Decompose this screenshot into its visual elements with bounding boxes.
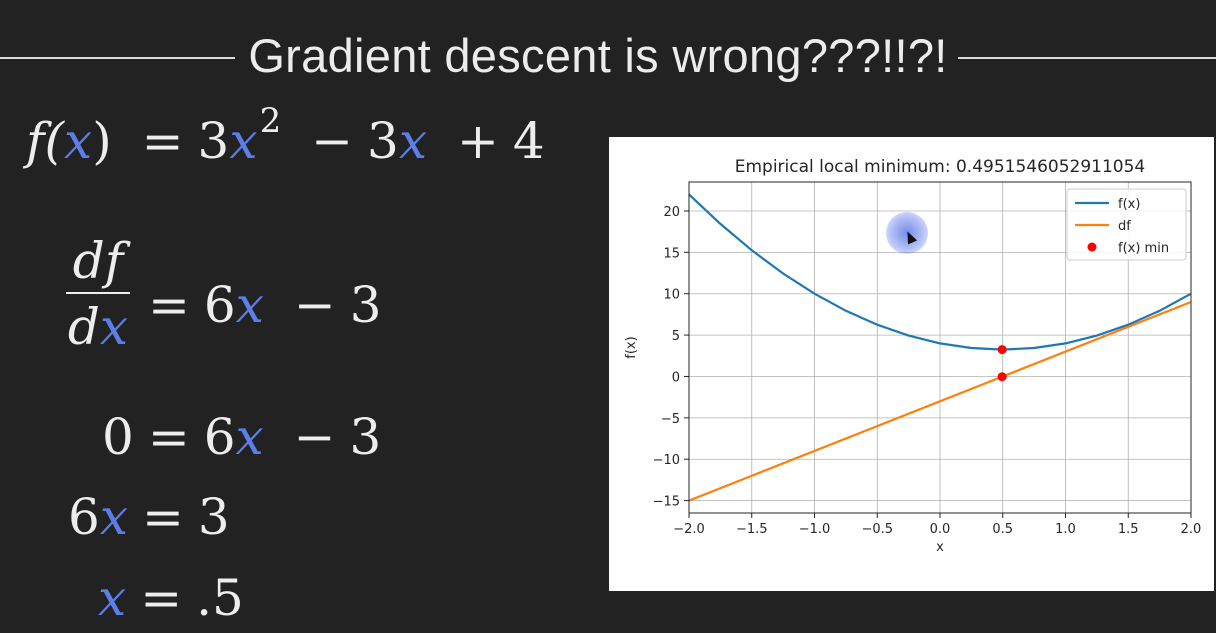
fraction-bar xyxy=(66,292,130,294)
y-tick-label: 20 xyxy=(663,205,680,220)
y-tick-label: −5 xyxy=(661,412,680,427)
x-tick-label: 1.0 xyxy=(1055,522,1076,537)
eq2-equals: = xyxy=(148,276,190,334)
eq1-var2: x xyxy=(229,112,258,170)
legend-swatch xyxy=(1087,242,1097,252)
series-line-0 xyxy=(688,193,1192,351)
chart-svg: Empirical local minimum: 0.4951546052911… xyxy=(624,157,1202,555)
x-tick-label: −1.0 xyxy=(799,522,831,537)
eq1-const: 4 xyxy=(512,112,545,170)
eq1-equals: = xyxy=(141,112,184,170)
fraction-numerator: df xyxy=(72,232,124,290)
derivative-fraction: df dx xyxy=(66,236,130,352)
y-tick-label: 0 xyxy=(672,370,680,385)
eq4-rhs: 3 xyxy=(197,488,230,546)
eq3-coef: 6 xyxy=(203,408,236,466)
eq5-rhs: .5 xyxy=(196,569,244,627)
eq1-minus: − xyxy=(311,112,354,170)
equation-function: f(x) = 3x2 −3x +4 xyxy=(26,104,545,166)
tick-layer: −2.0 −1.5 −1.0 −0.5 0.0 0.5 1.0 1.5 2.0 20 15 10 5 0 −… xyxy=(653,205,1202,537)
equation-set-zero: 0 = 6x −3 xyxy=(102,412,381,462)
series-layer xyxy=(688,193,1192,502)
eq1-var3: x xyxy=(398,112,428,170)
title-rule-right xyxy=(958,57,1216,59)
y-tick-label: 5 xyxy=(672,329,680,344)
legend-label: f(x) min xyxy=(1118,241,1169,256)
eq1-plus: + xyxy=(456,112,499,170)
title-rule-left xyxy=(0,57,235,59)
equation-derivative: = 6x −3 xyxy=(134,280,382,330)
eq1-close: ) xyxy=(92,112,112,170)
equation-solution: x = .5 xyxy=(98,573,244,623)
eq3-const: 3 xyxy=(349,408,382,466)
eq3-equals: = xyxy=(147,408,190,466)
x-tick-label: 0.5 xyxy=(992,522,1013,537)
equation-6x: 6x = 3 xyxy=(68,492,230,542)
eq1-f: f( xyxy=(26,112,65,170)
eq3-var: x xyxy=(235,408,264,466)
eq2-var: x xyxy=(235,276,264,334)
legend-label: f(x) xyxy=(1118,197,1140,212)
chart-title: Empirical local minimum: 0.4951546052911… xyxy=(735,157,1146,177)
min-point xyxy=(997,372,1007,382)
x-tick-label: −1.5 xyxy=(736,522,768,537)
y-axis-label: f(x) xyxy=(624,336,639,358)
series-line-1 xyxy=(688,300,1192,502)
eq1-coef2: 3 xyxy=(367,112,399,170)
cursor-highlight xyxy=(886,212,928,254)
eq4-coef: 6 xyxy=(68,488,100,546)
eq5-equals: = xyxy=(140,569,183,627)
y-tick-label: 15 xyxy=(663,246,680,261)
chart-panel: Empirical local minimum: 0.4951546052911… xyxy=(609,137,1214,591)
chart-legend: f(x) df f(x) min xyxy=(1066,188,1187,261)
eq1-var: x xyxy=(64,112,93,170)
min-point xyxy=(997,345,1007,355)
x-tick-label: 0.0 xyxy=(930,522,951,537)
x-axis-label: x xyxy=(936,540,944,555)
x-tick-label: −0.5 xyxy=(861,522,893,537)
slide-title: Gradient descent is wrong???!!?! xyxy=(248,29,948,82)
eq4-equals: = xyxy=(142,488,184,546)
eq2-const: 3 xyxy=(349,276,382,334)
eq1-exponent: 2 xyxy=(259,101,282,141)
y-tick-label: −15 xyxy=(653,495,680,510)
eq2-coef: 6 xyxy=(203,276,236,334)
eq3-minus: − xyxy=(293,408,336,466)
x-tick-label: 2.0 xyxy=(1181,522,1202,537)
y-tick-label: 10 xyxy=(663,288,680,303)
eq4-var: x xyxy=(99,488,129,546)
eq3-lhs: 0 xyxy=(102,408,134,466)
fraction-denominator: dx xyxy=(67,298,129,356)
legend-box xyxy=(1066,188,1187,261)
x-tick-label: 1.5 xyxy=(1118,522,1139,537)
y-tick-label: −10 xyxy=(653,453,680,468)
eq2-minus: − xyxy=(293,276,336,334)
legend-label: df xyxy=(1118,219,1131,234)
x-tick-label: −2.0 xyxy=(673,522,705,537)
eq5-var: x xyxy=(98,569,127,627)
eq1-coef1: 3 xyxy=(197,112,230,170)
